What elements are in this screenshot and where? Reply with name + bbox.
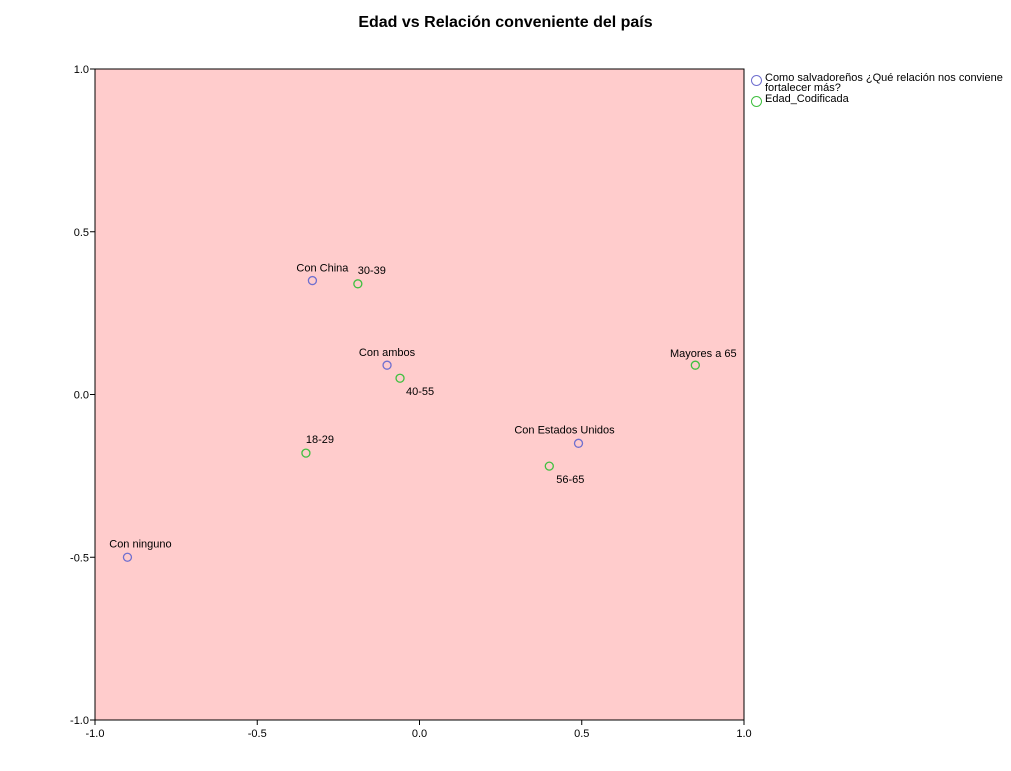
x-tick-label: 1.0 xyxy=(736,728,751,740)
point-label: Mayores a 65 xyxy=(670,348,737,360)
data-point xyxy=(395,373,405,383)
point-label: Con ninguno xyxy=(109,538,171,550)
point-label: 56-65 xyxy=(556,474,584,486)
point-label: Con Estados Unidos xyxy=(514,424,615,436)
data-point xyxy=(382,360,392,370)
point-label: 40-55 xyxy=(406,386,434,398)
chart-title: Edad vs Relación conveniente del país xyxy=(358,14,653,31)
x-tick-label: -1.0 xyxy=(86,728,105,740)
y-tick-label: 0.0 xyxy=(74,390,89,402)
data-point xyxy=(122,552,133,562)
point-label: 18-29 xyxy=(306,434,334,446)
point-label: Con China xyxy=(296,263,349,275)
x-tick-label: -0.5 xyxy=(248,728,267,740)
data-point xyxy=(573,438,584,448)
point-label: Con ambos xyxy=(359,347,416,359)
data-points: Con China Con ambos Con Estados Unidos Con … xyxy=(109,263,737,562)
data-point xyxy=(690,360,700,370)
legend-label-relacion: Como salvadoreños ¿Qué relación nos conv… xyxy=(765,72,1003,94)
data-point xyxy=(301,448,311,458)
y-tick-label: 0.5 xyxy=(74,227,89,239)
data-point xyxy=(353,279,363,289)
legend-swatch-relacion xyxy=(751,75,762,86)
x-tick-label: 0.5 xyxy=(574,728,589,740)
legend-item-edad: Edad_Codificada xyxy=(751,94,1006,107)
y-tick-label: -0.5 xyxy=(70,552,89,564)
data-point xyxy=(544,461,554,471)
legend-label-edad: Edad_Codificada xyxy=(765,93,849,105)
legend-item-relacion: Como salvadoreños ¿Qué relación nos conv… xyxy=(751,72,1006,94)
x-tick-label: 0.0 xyxy=(412,728,427,740)
point-label: 30-39 xyxy=(358,265,386,277)
legend-swatch-edad xyxy=(751,96,762,107)
axes: -1.0 -0.5 0.0 0.5 1.0 -1.0 -0.5 0.0 0.5 1.0 xyxy=(70,64,752,740)
y-tick-label: -1.0 xyxy=(70,715,89,727)
plot-area xyxy=(94,68,745,721)
y-tick-label: 1.0 xyxy=(74,64,89,76)
legend: Como salvadoreños ¿Qué relación nos conv… xyxy=(751,73,1006,108)
data-point xyxy=(307,275,318,286)
